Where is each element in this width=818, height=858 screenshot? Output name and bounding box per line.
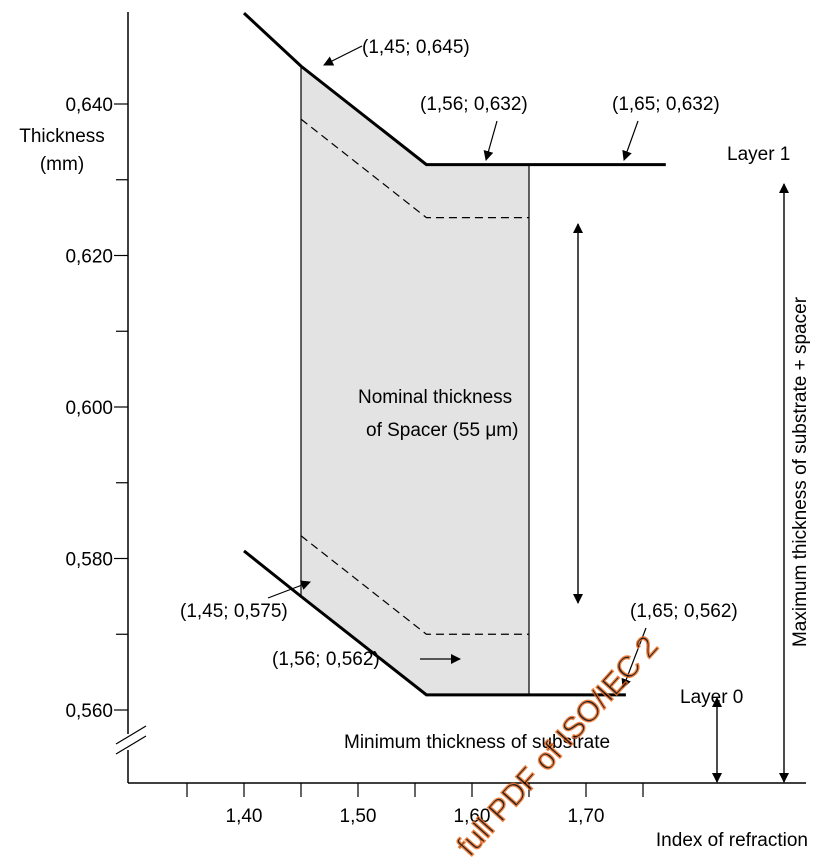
point-label-1: (1,45; 0,645) — [362, 37, 470, 58]
max-substrate-label: Maximum thickness of substrate + spacer — [790, 296, 811, 647]
x-tick-label: 1,40 — [226, 806, 263, 827]
spacer-annotation-line1: Nominal thickness — [358, 387, 512, 408]
shaded-region — [301, 66, 529, 695]
x-tick-label: 1,50 — [340, 806, 377, 827]
axis-break-mark-2 — [115, 735, 147, 755]
y-axis-label-line1: Thickness — [19, 126, 105, 147]
point-arrow-2 — [483, 120, 498, 161]
series-group — [242, 12, 666, 697]
spacer-annotation-line2: of Spacer (55 μm) — [366, 420, 518, 441]
dashed-nominal-line — [300, 118, 529, 219]
y-tick-label: 0,580 — [65, 550, 113, 571]
axes — [115, 12, 806, 784]
y-axis-label-line2: (mm) — [40, 154, 84, 175]
y-ticks: 0,640 0,620 0,600 0,580 0,560 — [65, 95, 128, 722]
layer1-label: Layer 1 — [727, 144, 790, 165]
axis-break-mark-1 — [115, 725, 147, 745]
point-label-2: (1,56; 0,632) — [420, 94, 528, 115]
point-label-5: (1,56; 0,562) — [272, 649, 380, 670]
point-arrow-1 — [323, 45, 363, 66]
point-arrow-3 — [622, 120, 639, 161]
x-tick-label: 1,60 — [454, 806, 491, 827]
x-ticks: 1,40 1,50 1,60 1,70 — [186, 783, 644, 827]
point-arrow-4 — [267, 580, 311, 599]
point-arrow-6 — [621, 627, 647, 689]
y-tick-label: 0,640 — [65, 95, 113, 116]
y-tick-label: 0,620 — [65, 247, 113, 268]
min-substrate-label: Minimum thickness of substrate — [344, 732, 610, 753]
x-tick-label: 1,70 — [568, 806, 605, 827]
dashed-nominal-line — [300, 535, 529, 635]
point-label-4: (1,45; 0,575) — [180, 601, 288, 622]
x-axis-label: Index of refraction — [656, 830, 808, 851]
y-tick-label: 0,560 — [65, 701, 113, 722]
series-line-layer-1 — [242, 12, 666, 167]
y-tick-label: 0,600 — [65, 398, 113, 419]
layer0-label: Layer 0 — [680, 687, 743, 708]
point-label-3: (1,65; 0,632) — [612, 94, 720, 115]
point-label-6: (1,65; 0,562) — [630, 601, 738, 622]
series-line-layer-0 — [243, 549, 626, 697]
